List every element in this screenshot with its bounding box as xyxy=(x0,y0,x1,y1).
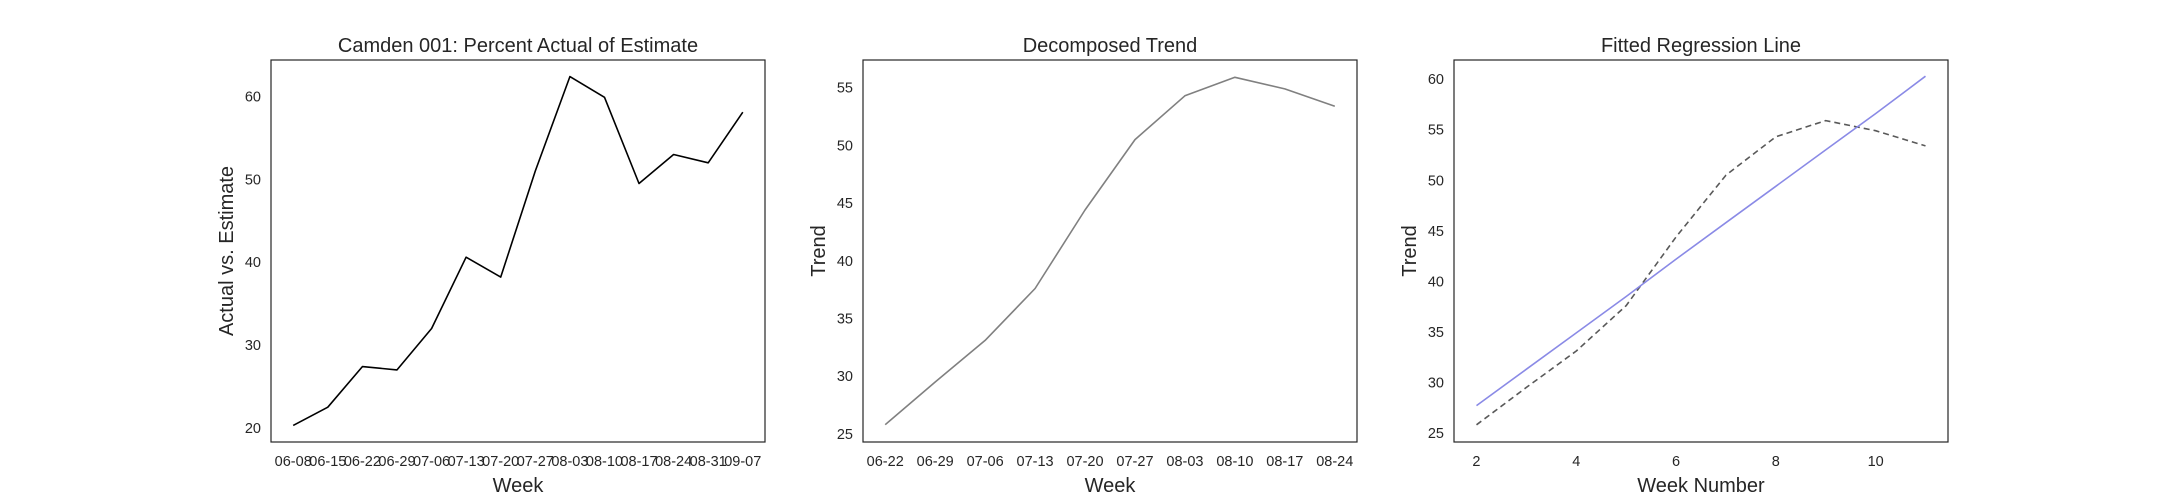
series-line-1 xyxy=(1476,119,1926,426)
x-tick-label: 07-27 xyxy=(1116,454,1153,470)
x-tick-label: 08-03 xyxy=(1166,454,1203,470)
series-line-1 xyxy=(292,75,744,427)
x-tick-label: 07-06 xyxy=(413,454,450,470)
chart-title: Fitted Regression Line xyxy=(1601,35,1801,57)
y-tick-label: 35 xyxy=(837,312,853,328)
y-tick-label: 55 xyxy=(1428,123,1444,139)
x-tick-label: 06-29 xyxy=(917,454,954,470)
y-tick-label: 25 xyxy=(1428,426,1444,442)
x-tick-label: 6 xyxy=(1672,454,1680,470)
x-tick-label: 2 xyxy=(1472,454,1480,470)
chart-decomposed-trend: Decomposed Trend Week Trend 25 30 35 40 45 50… xyxy=(808,35,1358,497)
y-tick-label: 50 xyxy=(837,138,853,154)
x-tick-label: 09-07 xyxy=(724,454,761,470)
y-tick-label: 55 xyxy=(837,81,853,97)
x-tick-label: 4 xyxy=(1572,454,1580,470)
x-tick-label: 08-10 xyxy=(1216,454,1253,470)
x-tick-label: 8 xyxy=(1772,454,1780,470)
y-tick-label: 45 xyxy=(837,196,853,212)
chart-fitted-regression: Fitted Regression Line Week Number Trend… xyxy=(1399,35,1949,497)
y-tick-label: 30 xyxy=(837,369,853,385)
chart-title: Camden 001: Percent Actual of Estimate xyxy=(338,35,698,57)
plot-frame xyxy=(270,59,766,443)
series-line-2 xyxy=(1476,75,1926,407)
x-tick-label: 06-22 xyxy=(344,454,381,470)
x-tick-label: 10 xyxy=(1868,454,1884,470)
x-tick-label: 08-17 xyxy=(1266,454,1303,470)
y-axis-label: Trend xyxy=(1399,225,1421,277)
y-tick-label: 40 xyxy=(837,254,853,270)
series-line-1 xyxy=(884,76,1336,426)
x-tick-label: 07-13 xyxy=(448,454,485,470)
y-tick-label: 60 xyxy=(245,89,261,105)
y-tick-label: 40 xyxy=(245,255,261,271)
y-tick-label: 40 xyxy=(1428,274,1444,290)
x-tick-label: 07-27 xyxy=(517,454,554,470)
x-tick-label: 08-17 xyxy=(620,454,657,470)
y-tick-label: 50 xyxy=(1428,173,1444,189)
y-tick-label: 25 xyxy=(837,427,853,443)
y-tick-label: 60 xyxy=(1428,72,1444,88)
y-tick-label: 45 xyxy=(1428,224,1444,240)
x-tick-label: 08-31 xyxy=(690,454,727,470)
x-tick-label: 08-24 xyxy=(655,454,692,470)
x-tick-label: 07-06 xyxy=(967,454,1004,470)
y-tick-label: 50 xyxy=(245,172,261,188)
y-axis-label: Trend xyxy=(808,225,830,277)
y-tick-label: 30 xyxy=(1428,375,1444,391)
x-tick-label: 08-24 xyxy=(1316,454,1353,470)
x-axis-label: Week Number xyxy=(1637,475,1765,497)
chart-percent-actual: Camden 001: Percent Actual of Estimate W… xyxy=(216,35,766,497)
x-tick-label: 07-13 xyxy=(1017,454,1054,470)
x-tick-label: 07-20 xyxy=(482,454,519,470)
y-tick-label: 20 xyxy=(245,421,261,437)
x-axis-label: Week xyxy=(493,475,545,497)
x-tick-label: 08-03 xyxy=(551,454,588,470)
y-axis-label: Actual vs. Estimate xyxy=(216,166,238,336)
x-tick-label: 06-29 xyxy=(378,454,415,470)
x-tick-label: 07-20 xyxy=(1066,454,1103,470)
chart-title: Decomposed Trend xyxy=(1023,35,1198,57)
x-tick-label: 06-08 xyxy=(275,454,312,470)
y-tick-label: 30 xyxy=(245,338,261,354)
plot-frame xyxy=(1453,59,1949,443)
x-axis-label: Week xyxy=(1085,475,1137,497)
x-tick-label: 08-10 xyxy=(586,454,623,470)
y-tick-label: 35 xyxy=(1428,325,1444,341)
plot-frame xyxy=(862,59,1358,443)
x-tick-label: 06-15 xyxy=(309,454,346,470)
x-tick-label: 06-22 xyxy=(867,454,904,470)
